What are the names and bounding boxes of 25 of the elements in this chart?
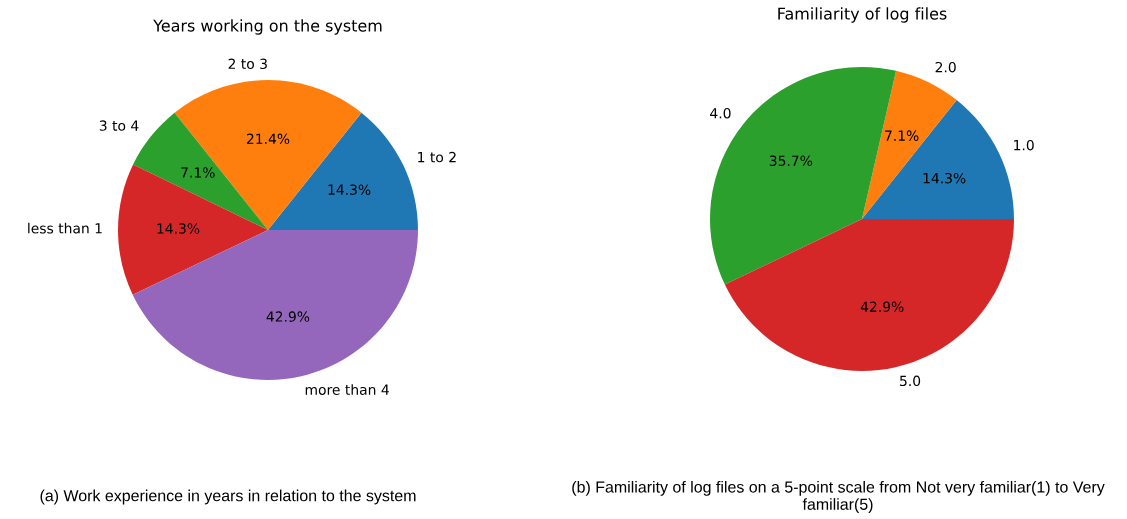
data-label: 14.3% [923,172,966,184]
slice-label: 2 to 3 [228,58,267,70]
data-label: 42.9% [266,311,310,322]
data-label: 7.1% [885,130,919,141]
slice-label: 4.0 [710,107,731,119]
slice-label: 3 to 4 [99,120,139,131]
pie-slice [118,164,268,295]
pie-slice [724,219,1014,371]
slice-label: less than 1 [28,222,102,234]
slice-label: 1 to 2 [418,151,456,163]
slice-label: 1.0 [1014,139,1034,151]
data-label: 14.3% [328,184,371,195]
data-label: 35.7% [769,155,813,167]
data-label: 21.4% [246,133,290,145]
slice-label: 2.0 [935,61,956,73]
data-label: 42.9% [860,301,904,312]
text: (b) Familiarity of log files on a 5-point scale from Not very familiar(1) to Very familiar(5) [572,480,1105,514]
slice-label: more than 4 [305,384,389,395]
text: (a) Work experience in years in relation to the system [40,489,416,505]
data-label: 7.1% [181,167,215,178]
chart-title: Familiarity of log files [778,7,947,23]
chart-title: Years working on the system [153,19,382,35]
slice-label: 5.0 [900,375,921,387]
pie-slice [862,100,1014,219]
data-label: 14.3% [157,223,200,234]
